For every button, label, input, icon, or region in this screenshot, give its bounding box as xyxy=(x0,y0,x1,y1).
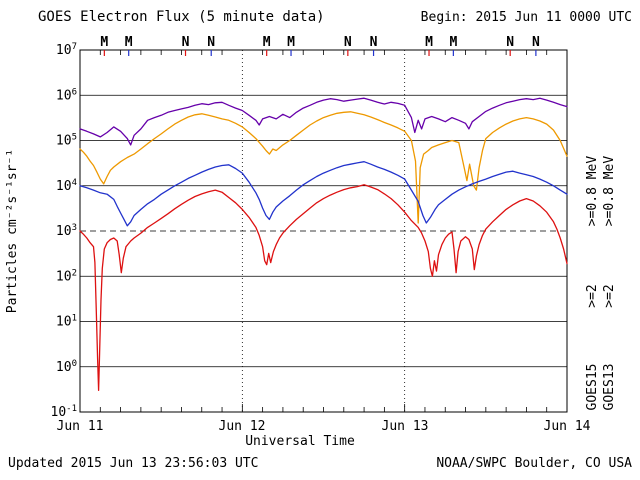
updated-timestamp: Updated 2015 Jun 13 23:56:03 UTC xyxy=(8,456,258,471)
x-tick-jun12: Jun 12 xyxy=(219,419,266,434)
midnight-marker: M xyxy=(100,35,108,50)
noon-marker: N xyxy=(207,35,215,50)
source-credit: NOAA/SWPC Boulder, CO USA xyxy=(436,456,632,471)
y-tick-label: 101 xyxy=(56,314,77,330)
noon-marker: N xyxy=(506,35,514,50)
y-tick-label: 107 xyxy=(56,42,77,58)
noon-marker: N xyxy=(182,35,190,50)
legend-goes13-0p8mev: >=0.8 MeV xyxy=(602,156,617,227)
gridlines xyxy=(80,94,567,368)
midnight-marker: M xyxy=(287,35,295,50)
x-tick-jun11: Jun 11 xyxy=(57,419,104,434)
y-axis-label: Particles cm⁻²s⁻¹sr⁻¹ xyxy=(5,149,20,313)
series-line-goes15-2MeV xyxy=(79,161,568,227)
y-tick-label: 102 xyxy=(56,268,77,284)
noon-marker: N xyxy=(532,35,540,50)
y-tick-labels: 107 106 105 104 103 102 101 100 10-1 xyxy=(51,42,78,420)
y-tick-label: 10-1 xyxy=(51,404,78,420)
legend-goes15-0p8mev: >=0.8 MeV xyxy=(585,156,600,227)
x-axis-label: Universal Time xyxy=(245,434,355,449)
legend-goes15-name: GOES15 xyxy=(585,364,600,411)
x-tick-jun13: Jun 13 xyxy=(382,419,429,434)
series-line-goes13-2MeV xyxy=(79,184,568,392)
data-series xyxy=(79,97,568,392)
noon-marker: N xyxy=(370,35,378,50)
legend-goes13-2mev: >=2 xyxy=(602,284,617,307)
y-tick-label: 103 xyxy=(56,223,77,239)
x-tick-jun14: Jun 14 xyxy=(544,419,591,434)
series-line-goes13-0.8MeV xyxy=(79,111,568,224)
midnight-marker: M xyxy=(263,35,271,50)
series-line-goes15-0.8MeV xyxy=(79,97,568,146)
y-tick-label: 100 xyxy=(56,359,77,375)
axis-ticks xyxy=(79,50,568,412)
legend-goes13-name: GOES13 xyxy=(602,364,617,411)
y-tick-label: 105 xyxy=(56,133,77,149)
y-tick-label: 106 xyxy=(56,87,77,103)
midnight-marker: M xyxy=(125,35,133,50)
chart-title: GOES Electron Flux (5 minute data) xyxy=(38,9,325,25)
midnight-marker: M xyxy=(425,35,433,50)
noon-marker: N xyxy=(344,35,352,50)
y-tick-label: 104 xyxy=(56,178,77,194)
legend-goes15-2mev: >=2 xyxy=(585,284,600,307)
midnight-marker: M xyxy=(449,35,457,50)
begin-timestamp: Begin: 2015 Jun 11 0000 UTC xyxy=(421,10,632,25)
